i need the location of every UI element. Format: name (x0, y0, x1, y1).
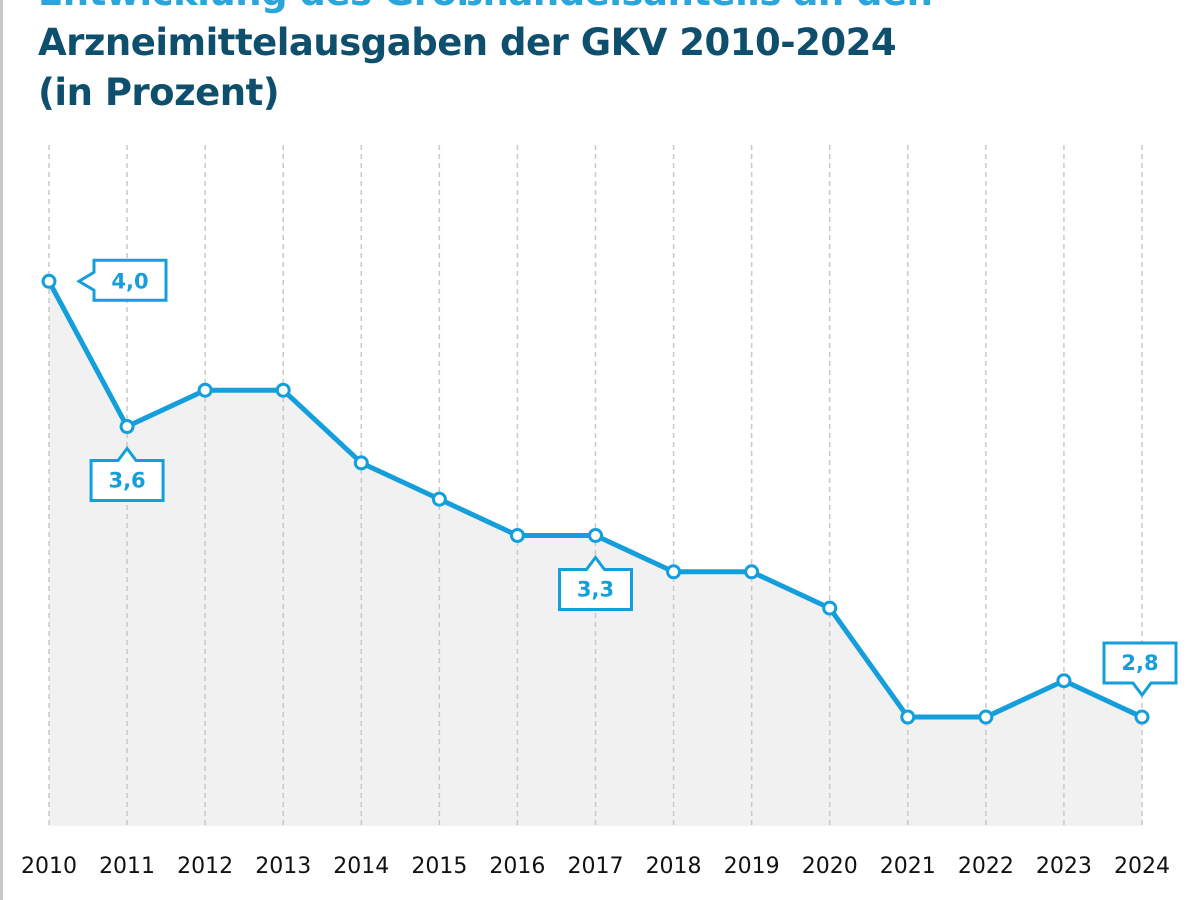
data-point-2014 (353, 455, 369, 471)
x-tick-label-2018: 2018 (646, 854, 702, 879)
data-label-box-2017 (558, 554, 633, 611)
chart-title-line-2: Arzneimittelausgaben der GKV 2010-2024 (38, 21, 897, 64)
x-tick-label-2023: 2023 (1036, 854, 1092, 879)
x-tick-label-2021: 2021 (880, 854, 936, 879)
data-label-2017: 3,3 (577, 577, 614, 601)
chart-title: Entwicklung des Großhandelsanteils an de… (38, 0, 933, 118)
data-point-2022 (978, 709, 994, 725)
data-label-box-2011 (89, 446, 165, 503)
data-point-2020 (822, 600, 838, 616)
data-label-2024: 2,8 (1121, 651, 1158, 675)
x-tick-label-2019: 2019 (724, 854, 780, 879)
x-tick-label-2020: 2020 (802, 854, 858, 879)
data-point-2019 (744, 564, 760, 580)
chart-title-line-1: Entwicklung des Großhandelsanteils an de… (38, 0, 933, 18)
data-point-2010 (41, 273, 57, 289)
data-point-2023 (1056, 673, 1072, 689)
data-point-2018 (666, 564, 682, 580)
x-tick-label-2017: 2017 (568, 854, 624, 879)
x-tick-label-2012: 2012 (177, 854, 233, 879)
x-tick-label-2015: 2015 (411, 854, 467, 879)
data-label-2010: 4,0 (111, 269, 148, 293)
data-point-2012 (197, 382, 213, 398)
data-label-box-2010 (76, 258, 168, 302)
data-point-2017 (588, 527, 603, 543)
x-tick-label-2024: 2024 (1114, 854, 1170, 879)
x-tick-label-2013: 2013 (255, 854, 311, 879)
data-point-2013 (275, 382, 291, 398)
data-point-2021 (900, 709, 916, 725)
x-tick-label-2014: 2014 (333, 854, 389, 879)
x-tick-label-2016: 2016 (489, 854, 545, 879)
x-tick-label-2011: 2011 (99, 854, 155, 879)
data-point-2015 (431, 491, 447, 507)
data-point-2016 (509, 527, 525, 543)
chart-title-line-3: (in Prozent) (38, 71, 280, 114)
data-label-2011: 3,6 (108, 469, 145, 493)
x-tick-label-2022: 2022 (958, 854, 1014, 879)
data-point-2024 (1134, 709, 1150, 725)
data-point-2011 (119, 419, 135, 435)
frame-border (0, 0, 3, 900)
x-tick-label-2010: 2010 (21, 854, 77, 879)
data-label-box-2024 (1102, 641, 1178, 698)
